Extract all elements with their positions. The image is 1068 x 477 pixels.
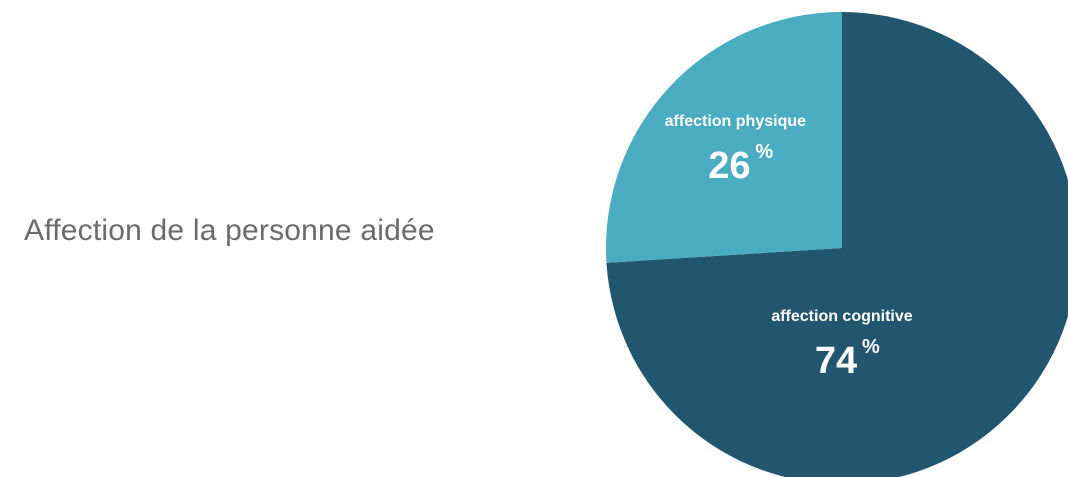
slice-name: affection physique: [665, 113, 806, 130]
pie-slice-affection-physique: [606, 11, 842, 263]
slice-percent-sign: %: [862, 336, 880, 358]
slice-label-affection-cognitive: affection cognitive 74%: [771, 308, 912, 382]
slice-name: affection cognitive: [771, 308, 912, 325]
slice-value: 74: [815, 340, 857, 382]
slice-value: 26: [708, 145, 750, 187]
chart-title: Affection de la personne aidée: [24, 214, 435, 247]
slice-label-affection-physique: affection physique 26%: [665, 113, 806, 187]
slice-percent-sign: %: [755, 141, 773, 163]
pie-slice-affection-cognitive: [606, 12, 1068, 477]
